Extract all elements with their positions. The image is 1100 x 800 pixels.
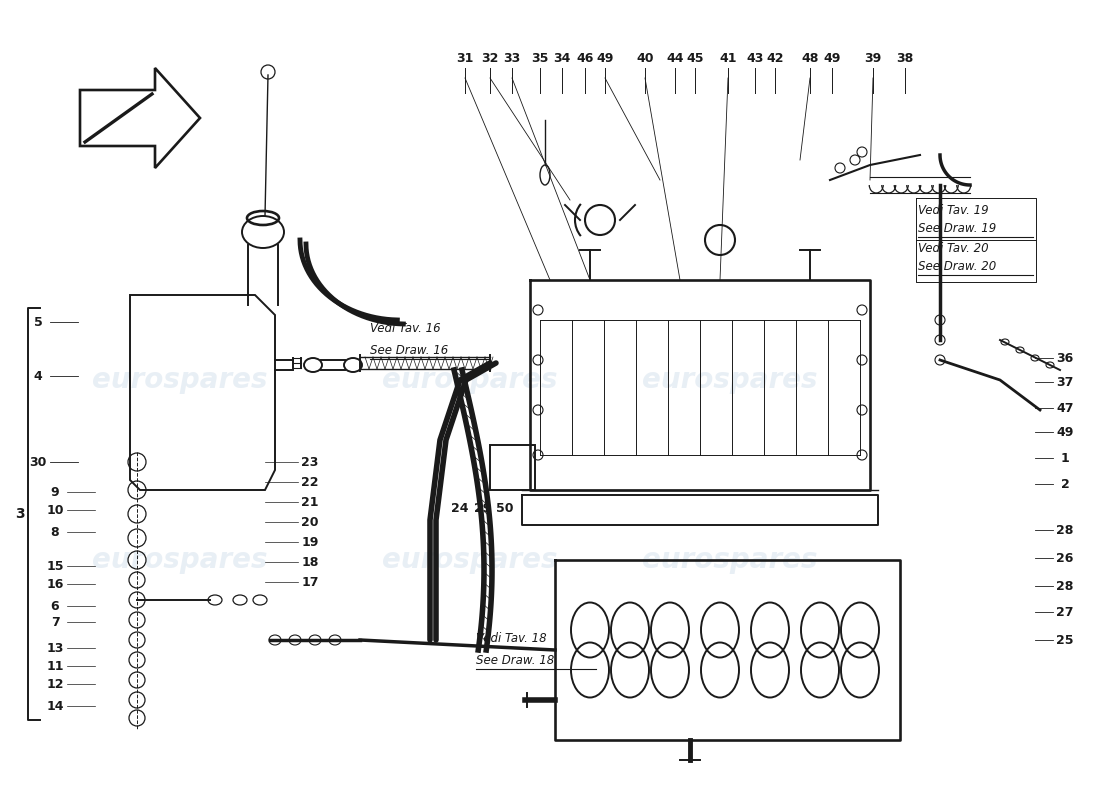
Text: 5: 5 [34,315,43,329]
Text: 44: 44 [667,51,684,65]
Text: 10: 10 [46,503,64,517]
Text: 39: 39 [865,51,881,65]
Text: 42: 42 [767,51,783,65]
Text: Vedi Tav. 19: Vedi Tav. 19 [918,203,989,217]
Text: 15: 15 [46,559,64,573]
Text: See Draw. 20: See Draw. 20 [918,259,997,273]
Text: 32: 32 [482,51,498,65]
Text: 49: 49 [823,51,840,65]
Text: 48: 48 [801,51,818,65]
Text: 25: 25 [1056,634,1074,646]
Text: eurospares: eurospares [92,366,267,394]
Text: 38: 38 [896,51,914,65]
Text: eurospares: eurospares [92,546,267,574]
Text: 2: 2 [1060,478,1069,490]
Text: 18: 18 [301,555,319,569]
Text: Vedi Tav. 16: Vedi Tav. 16 [370,322,441,334]
Text: 9: 9 [51,486,59,498]
Text: eurospares: eurospares [383,366,558,394]
Text: 13: 13 [46,642,64,654]
Text: 28: 28 [1056,579,1074,593]
Text: 35: 35 [531,51,549,65]
Text: 30: 30 [30,455,46,469]
Text: 50: 50 [496,502,514,514]
Text: Vedi Tav. 20: Vedi Tav. 20 [918,242,989,254]
Text: 20: 20 [301,515,319,529]
Text: 29: 29 [474,502,492,514]
Text: 31: 31 [456,51,474,65]
Text: 14: 14 [46,699,64,713]
Text: 47: 47 [1056,402,1074,414]
Text: See Draw. 19: See Draw. 19 [918,222,997,234]
Text: 7: 7 [51,615,59,629]
Text: 6: 6 [51,599,59,613]
Text: 46: 46 [576,51,594,65]
Text: 37: 37 [1056,375,1074,389]
Text: 49: 49 [596,51,614,65]
Text: eurospares: eurospares [642,546,817,574]
Text: 28: 28 [1056,523,1074,537]
Text: 40: 40 [636,51,653,65]
Text: 41: 41 [719,51,737,65]
Text: 3: 3 [15,507,25,521]
Text: 1: 1 [1060,451,1069,465]
Text: 11: 11 [46,659,64,673]
Text: 45: 45 [686,51,704,65]
Text: 24: 24 [451,502,469,514]
Text: eurospares: eurospares [383,546,558,574]
Text: 21: 21 [301,495,319,509]
Text: Vedi Tav. 18: Vedi Tav. 18 [476,631,547,645]
Text: 19: 19 [301,535,319,549]
Text: 27: 27 [1056,606,1074,618]
Text: eurospares: eurospares [642,366,817,394]
Text: See Draw. 18: See Draw. 18 [476,654,554,666]
Text: 8: 8 [51,526,59,538]
Text: 26: 26 [1056,551,1074,565]
Text: See Draw. 16: See Draw. 16 [370,343,449,357]
Text: 12: 12 [46,678,64,690]
Text: 49: 49 [1056,426,1074,438]
Text: 36: 36 [1056,351,1074,365]
Text: 43: 43 [746,51,763,65]
Text: 17: 17 [301,575,319,589]
Text: 16: 16 [46,578,64,590]
Text: 23: 23 [301,455,319,469]
Text: 22: 22 [301,475,319,489]
Text: 33: 33 [504,51,520,65]
Bar [490,445,535,490]
Text: 4: 4 [34,370,43,382]
Text: 34: 34 [553,51,571,65]
